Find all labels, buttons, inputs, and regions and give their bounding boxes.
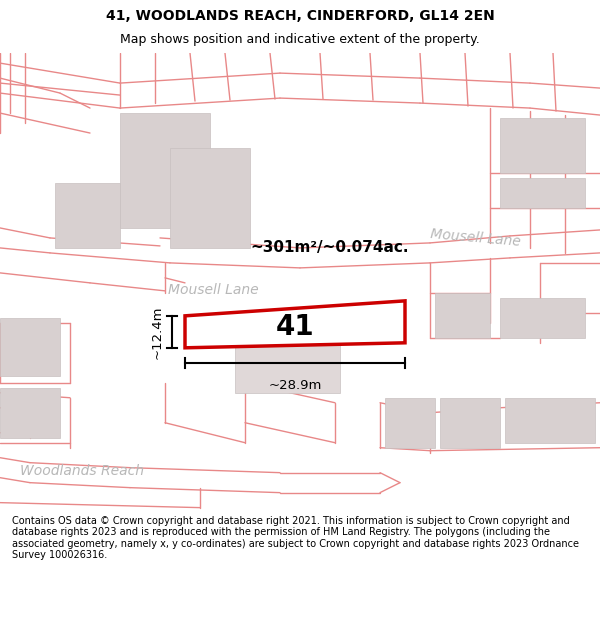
Bar <box>0 388 60 438</box>
Bar <box>500 178 585 208</box>
Polygon shape <box>185 301 405 348</box>
Text: Contains OS data © Crown copyright and database right 2021. This information is : Contains OS data © Crown copyright and d… <box>12 516 579 561</box>
Text: Woodlands Reach: Woodlands Reach <box>20 464 144 478</box>
Bar <box>505 398 595 442</box>
Bar <box>0 318 60 376</box>
Text: 41: 41 <box>275 313 314 341</box>
Bar <box>55 183 120 248</box>
Bar <box>235 313 340 392</box>
Bar <box>120 113 210 228</box>
Text: Mousell Lane: Mousell Lane <box>168 283 259 297</box>
Text: 41, WOODLANDS REACH, CINDERFORD, GL14 2EN: 41, WOODLANDS REACH, CINDERFORD, GL14 2E… <box>106 9 494 23</box>
Bar <box>440 398 500 448</box>
Bar <box>170 148 250 248</box>
Text: ~301m²/~0.074ac.: ~301m²/~0.074ac. <box>250 241 409 256</box>
Bar <box>385 398 435 448</box>
Text: ~28.9m: ~28.9m <box>268 379 322 392</box>
Text: ~12.4m: ~12.4m <box>151 305 164 359</box>
Text: Map shows position and indicative extent of the property.: Map shows position and indicative extent… <box>120 33 480 46</box>
Bar <box>500 298 585 338</box>
Text: Mousell Lane: Mousell Lane <box>430 227 521 249</box>
Bar <box>435 293 490 338</box>
Bar <box>500 118 585 173</box>
